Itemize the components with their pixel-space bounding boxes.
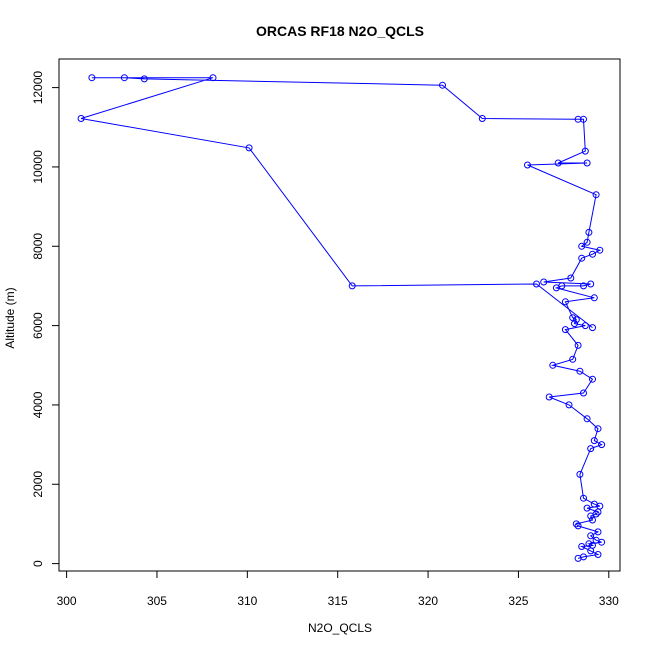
data-point xyxy=(587,532,595,540)
data-point xyxy=(576,470,584,478)
data-point xyxy=(585,228,593,236)
data-point xyxy=(580,115,587,123)
data-point xyxy=(545,393,553,401)
data-point xyxy=(140,75,148,83)
data-point xyxy=(578,543,586,550)
data-point xyxy=(569,314,577,322)
data-point xyxy=(549,361,557,369)
data-point xyxy=(561,298,569,306)
data-point xyxy=(592,191,600,199)
data-point xyxy=(88,74,96,82)
data-point xyxy=(592,536,600,544)
data-point xyxy=(589,250,596,258)
data-point xyxy=(245,144,253,152)
data-point xyxy=(567,274,575,282)
data-point xyxy=(592,510,600,518)
data-point xyxy=(590,294,598,302)
data-point xyxy=(580,553,587,561)
series-line xyxy=(80,77,603,559)
data-point xyxy=(581,322,589,330)
data-point xyxy=(585,540,593,548)
data-point xyxy=(580,282,587,290)
data-point xyxy=(554,159,562,167)
data-point xyxy=(583,415,591,423)
data-point xyxy=(533,280,540,288)
data-point xyxy=(574,522,582,530)
data-point xyxy=(594,425,602,433)
chart-title: ORCAS RF18 N2O_QCLS xyxy=(256,23,424,39)
y-tick-label: 8000 xyxy=(31,233,45,260)
data-point xyxy=(572,316,580,324)
data-point xyxy=(572,520,580,528)
data-point xyxy=(578,254,586,262)
x-tick-label: 300 xyxy=(57,594,77,608)
data-point xyxy=(589,375,596,383)
x-tick-label: 330 xyxy=(599,594,619,608)
data-point xyxy=(558,282,566,290)
data-point xyxy=(583,159,591,167)
data-point xyxy=(583,238,591,246)
data-point xyxy=(598,441,606,449)
data-point xyxy=(580,494,587,502)
plot-frame xyxy=(58,58,621,572)
data-point xyxy=(478,115,486,122)
data-point xyxy=(120,74,128,82)
x-axis-label: N2O_QCLS xyxy=(308,621,372,635)
data-point xyxy=(587,280,595,288)
data-point xyxy=(565,401,573,409)
data-point xyxy=(587,445,595,453)
data-point xyxy=(348,282,356,290)
y-tick-label: 0 xyxy=(31,560,45,567)
data-point xyxy=(569,355,577,363)
x-tick-label: 325 xyxy=(508,594,528,608)
plot-area xyxy=(77,74,606,562)
y-tick-label: 12000 xyxy=(31,71,45,105)
data-point xyxy=(439,81,446,89)
data-point xyxy=(574,115,582,123)
data-point xyxy=(583,504,591,512)
y-tick-label: 4000 xyxy=(31,391,45,418)
data-point xyxy=(580,389,587,397)
data-point xyxy=(578,242,586,250)
y-tick-label: 6000 xyxy=(31,312,45,339)
data-point xyxy=(209,74,217,82)
data-point xyxy=(540,278,548,286)
y-tick-label: 10000 xyxy=(31,150,45,184)
y-axis-label: Altitude (m) xyxy=(3,287,17,348)
data-point xyxy=(590,500,598,508)
y-axis: 0 2000 4000 6000 8000 10000 12000 xyxy=(31,71,59,567)
data-point xyxy=(594,551,602,558)
data-point xyxy=(576,367,584,375)
data-point xyxy=(581,147,589,155)
x-tick-label: 305 xyxy=(147,594,167,608)
data-point xyxy=(77,115,85,122)
data-point xyxy=(596,246,604,254)
x-axis: 300 305 310 315 320 325 330 xyxy=(57,571,619,608)
y-tick-label: 2000 xyxy=(31,471,45,498)
data-point xyxy=(589,516,596,524)
x-tick-label: 315 xyxy=(328,594,348,608)
x-tick-label: 310 xyxy=(237,594,257,608)
data-point xyxy=(589,324,596,332)
data-point xyxy=(574,341,582,349)
data-point xyxy=(561,326,569,334)
data-point xyxy=(594,528,602,536)
data-point xyxy=(589,541,596,549)
data-point xyxy=(524,161,531,169)
data-point xyxy=(590,437,598,445)
x-tick-label: 320 xyxy=(418,594,438,608)
